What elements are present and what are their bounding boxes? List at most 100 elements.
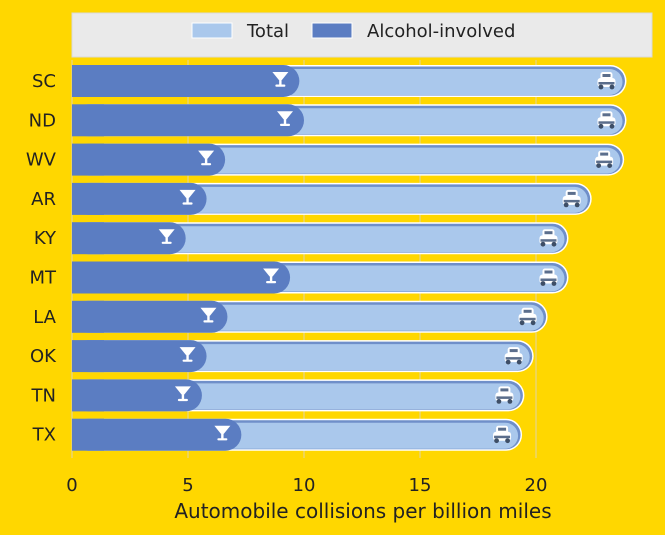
- bar-alcohol-ky: [72, 222, 186, 255]
- car-window: [544, 270, 553, 274]
- glass-base: [217, 438, 228, 441]
- bar-alcohol-sc: [72, 65, 300, 97]
- glass-stem: [165, 236, 168, 243]
- car-bumper: [496, 396, 513, 399]
- cocktail-glass-icon: [179, 189, 196, 205]
- bar-alcohol-left-cap: [72, 340, 104, 373]
- bar-alcohol-left-cap: [72, 65, 104, 97]
- bar-alcohol-fill: [72, 418, 242, 451]
- car-wheel: [540, 281, 546, 286]
- glass-base: [201, 163, 212, 166]
- bar-alcohol-left-cap: [72, 143, 104, 176]
- bar-alcohol-left-cap: [72, 418, 104, 451]
- car-wheel: [494, 438, 499, 444]
- glass-stem: [207, 314, 210, 321]
- glass-base: [182, 202, 193, 205]
- car-bumper: [540, 278, 557, 281]
- bar-total-fill: [72, 226, 565, 253]
- car-wheel: [598, 84, 604, 90]
- car-icon: [518, 307, 537, 326]
- glass-base: [280, 123, 290, 126]
- bar-total-ky: [72, 222, 569, 255]
- legend: Total Alcohol-involved: [71, 12, 653, 58]
- car-wheel: [551, 281, 557, 286]
- bar-alcohol-fill: [72, 104, 304, 137]
- x-tick-label-5: 5: [182, 475, 193, 496]
- car-bumper: [494, 435, 511, 439]
- car-window: [509, 349, 518, 353]
- bar-alcohol-tx: [72, 418, 242, 451]
- cocktail-glass-icon: [179, 347, 196, 362]
- car-icon: [539, 268, 558, 286]
- glass-stem: [186, 354, 189, 361]
- car-wheel: [507, 399, 513, 404]
- y-tick-label-tn: TN: [31, 385, 56, 406]
- x-tick-label-15: 15: [409, 475, 432, 496]
- glass-stem: [279, 79, 282, 85]
- bar-alcohol-wv: [72, 143, 226, 176]
- bar-alcohol-left-cap: [72, 104, 104, 137]
- car-wheel: [496, 399, 502, 404]
- y-tick-label-la: LA: [33, 307, 56, 328]
- bar-alcohol-fill: [72, 65, 300, 97]
- car-wheel: [505, 359, 511, 365]
- legend-label-alcohol-involved: Alcohol-involved: [367, 21, 515, 42]
- car-bumper: [519, 317, 536, 321]
- car-wheel: [609, 84, 615, 90]
- glass-bowl: [179, 347, 196, 356]
- glass-base: [161, 241, 172, 244]
- glass-bowl: [263, 268, 280, 277]
- legend-label-total: Total: [246, 21, 289, 42]
- legend-box: [71, 12, 653, 58]
- bar-alcohol-nd: [72, 104, 304, 137]
- glass-bowl: [277, 111, 293, 120]
- car-icon: [562, 189, 581, 208]
- car-wheel: [609, 123, 615, 129]
- car-wheel: [574, 202, 580, 208]
- y-tick-label-tx: TX: [32, 425, 56, 446]
- bar-alcohol-ar: [72, 182, 207, 215]
- glass-bowl: [214, 425, 231, 434]
- glass-base: [266, 281, 277, 284]
- car-bumper: [598, 121, 615, 124]
- car-wheel: [519, 320, 525, 326]
- car-wheel: [530, 320, 536, 326]
- glass-bowl: [158, 229, 175, 238]
- car-bumper: [598, 82, 615, 85]
- car-icon: [539, 229, 558, 247]
- car-icon: [495, 386, 514, 404]
- y-tick-label-mt: MT: [29, 268, 57, 289]
- glass-stem: [221, 432, 224, 439]
- car-wheel: [596, 163, 602, 169]
- bar-alcohol-left-cap: [72, 182, 104, 215]
- car-icon: [597, 111, 616, 129]
- bar-alcohol-left-cap: [72, 300, 104, 333]
- car-bumper: [540, 239, 557, 242]
- car-bumper: [596, 160, 613, 164]
- y-tick-label-ar: AR: [31, 189, 56, 210]
- glass-bowl: [200, 307, 217, 316]
- y-tick-label-wv: WV: [26, 150, 57, 171]
- legend-swatch-total: [191, 22, 233, 39]
- cocktail-glass-icon: [198, 150, 215, 166]
- bar-alcohol-tn: [72, 379, 202, 412]
- bar-alcohol-left-cap: [72, 261, 104, 294]
- car-window: [602, 113, 611, 117]
- car-icon: [504, 347, 523, 365]
- y-axis-ticks: SC ND WV AR KY MT LA OK TN TX: [26, 71, 57, 446]
- bar-alcohol-fill: [72, 340, 207, 373]
- car-bumper: [505, 357, 522, 360]
- x-tick-label-20: 20: [525, 475, 548, 496]
- bar-alcohol-fill: [72, 143, 226, 176]
- bar-alcohol-mt: [72, 261, 291, 294]
- glass-base: [177, 398, 188, 402]
- x-tick-label-10: 10: [293, 475, 316, 496]
- x-tick-label-0: 0: [66, 475, 77, 496]
- glass-base: [275, 84, 286, 87]
- car-window: [600, 152, 609, 156]
- car-icon: [493, 425, 512, 444]
- glass-stem: [181, 393, 185, 400]
- glass-bowl: [198, 150, 215, 159]
